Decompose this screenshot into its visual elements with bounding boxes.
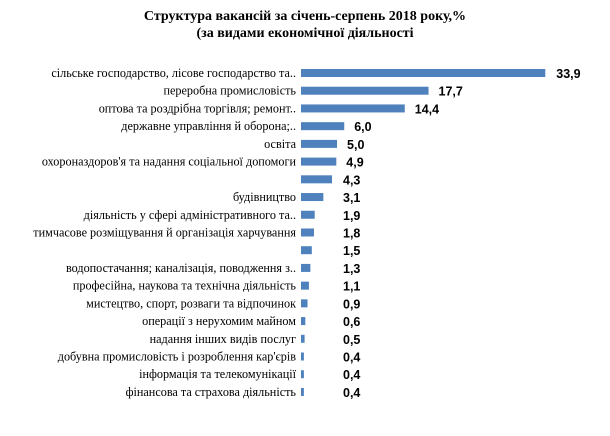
bar (301, 157, 337, 166)
chart-title: Структура вакансій за січень-серпень 201… (0, 8, 610, 42)
category-label: будівництво (233, 190, 296, 204)
data-label: 1,8 (343, 226, 360, 240)
category-label: сільське господарство, лісове господарст… (51, 66, 296, 80)
bar (301, 86, 429, 95)
category-label: оптова та роздрібна торгівля; ремонт.. (99, 101, 296, 115)
data-label: 6,0 (354, 120, 371, 134)
category-label: освіта (264, 137, 296, 151)
category-label: переробна промисловість (163, 84, 296, 98)
bar (301, 317, 306, 326)
bar (301, 104, 405, 113)
bar (301, 69, 546, 77)
category-label: водопостачання; каналізація, поводження … (66, 261, 296, 275)
bar (301, 370, 304, 379)
data-label: 4,9 (346, 156, 363, 170)
data-label: 0,4 (343, 368, 360, 382)
data-label: 17,7 (439, 85, 463, 99)
category-label: тимчасове розміщування й організація хар… (33, 225, 296, 239)
data-label: 0,5 (343, 333, 360, 347)
bar (301, 193, 324, 202)
data-label: 1,3 (343, 262, 360, 276)
category-label: фінансова та страхова діяльність (126, 385, 297, 399)
category-label: добувна промисловість і розроблення кар'… (58, 350, 296, 364)
bar (301, 299, 308, 308)
data-label: 1,1 (343, 280, 360, 294)
data-label: 1,5 (343, 244, 360, 258)
bar (301, 246, 312, 255)
chart-title-line-1: Структура вакансій за січень-серпень 201… (143, 9, 467, 24)
data-label: 3,1 (343, 191, 360, 205)
chart-title-line-2: (за видами економічної діяльності (196, 26, 414, 41)
bar (301, 228, 314, 237)
data-label: 4,3 (343, 173, 360, 187)
bar (301, 281, 309, 290)
category-label: операції з нерухомим майном (142, 314, 296, 328)
bar (301, 122, 345, 131)
data-label: 0,4 (343, 351, 360, 365)
bar (301, 175, 332, 184)
data-label: 0,6 (343, 315, 360, 329)
category-label: професійна, наукова та технічна діяльніс… (73, 279, 297, 293)
category-label: мистецтво, спорт, розваги та відпочинок (86, 296, 296, 310)
data-label: 1,9 (343, 209, 360, 223)
bar (301, 263, 311, 272)
category-label: діяльність у сфері адміністративного та.… (84, 208, 296, 222)
bar (301, 352, 304, 361)
data-label: 14,4 (415, 102, 439, 116)
data-label: 33,9 (556, 67, 580, 81)
bar (301, 334, 305, 343)
category-label: інформація та телекомунікації (139, 367, 296, 381)
bar (301, 387, 304, 396)
data-label: 5,0 (347, 138, 364, 152)
data-label: 0,9 (343, 297, 360, 311)
category-label: державне управління й оборона;.. (121, 119, 296, 133)
category-label: надання інших видів послуг (150, 332, 296, 346)
bar (301, 210, 315, 219)
category-label: охороназдоров'я та надання соціальної до… (42, 155, 297, 169)
data-label: 0,4 (343, 386, 360, 400)
bar (301, 139, 338, 148)
